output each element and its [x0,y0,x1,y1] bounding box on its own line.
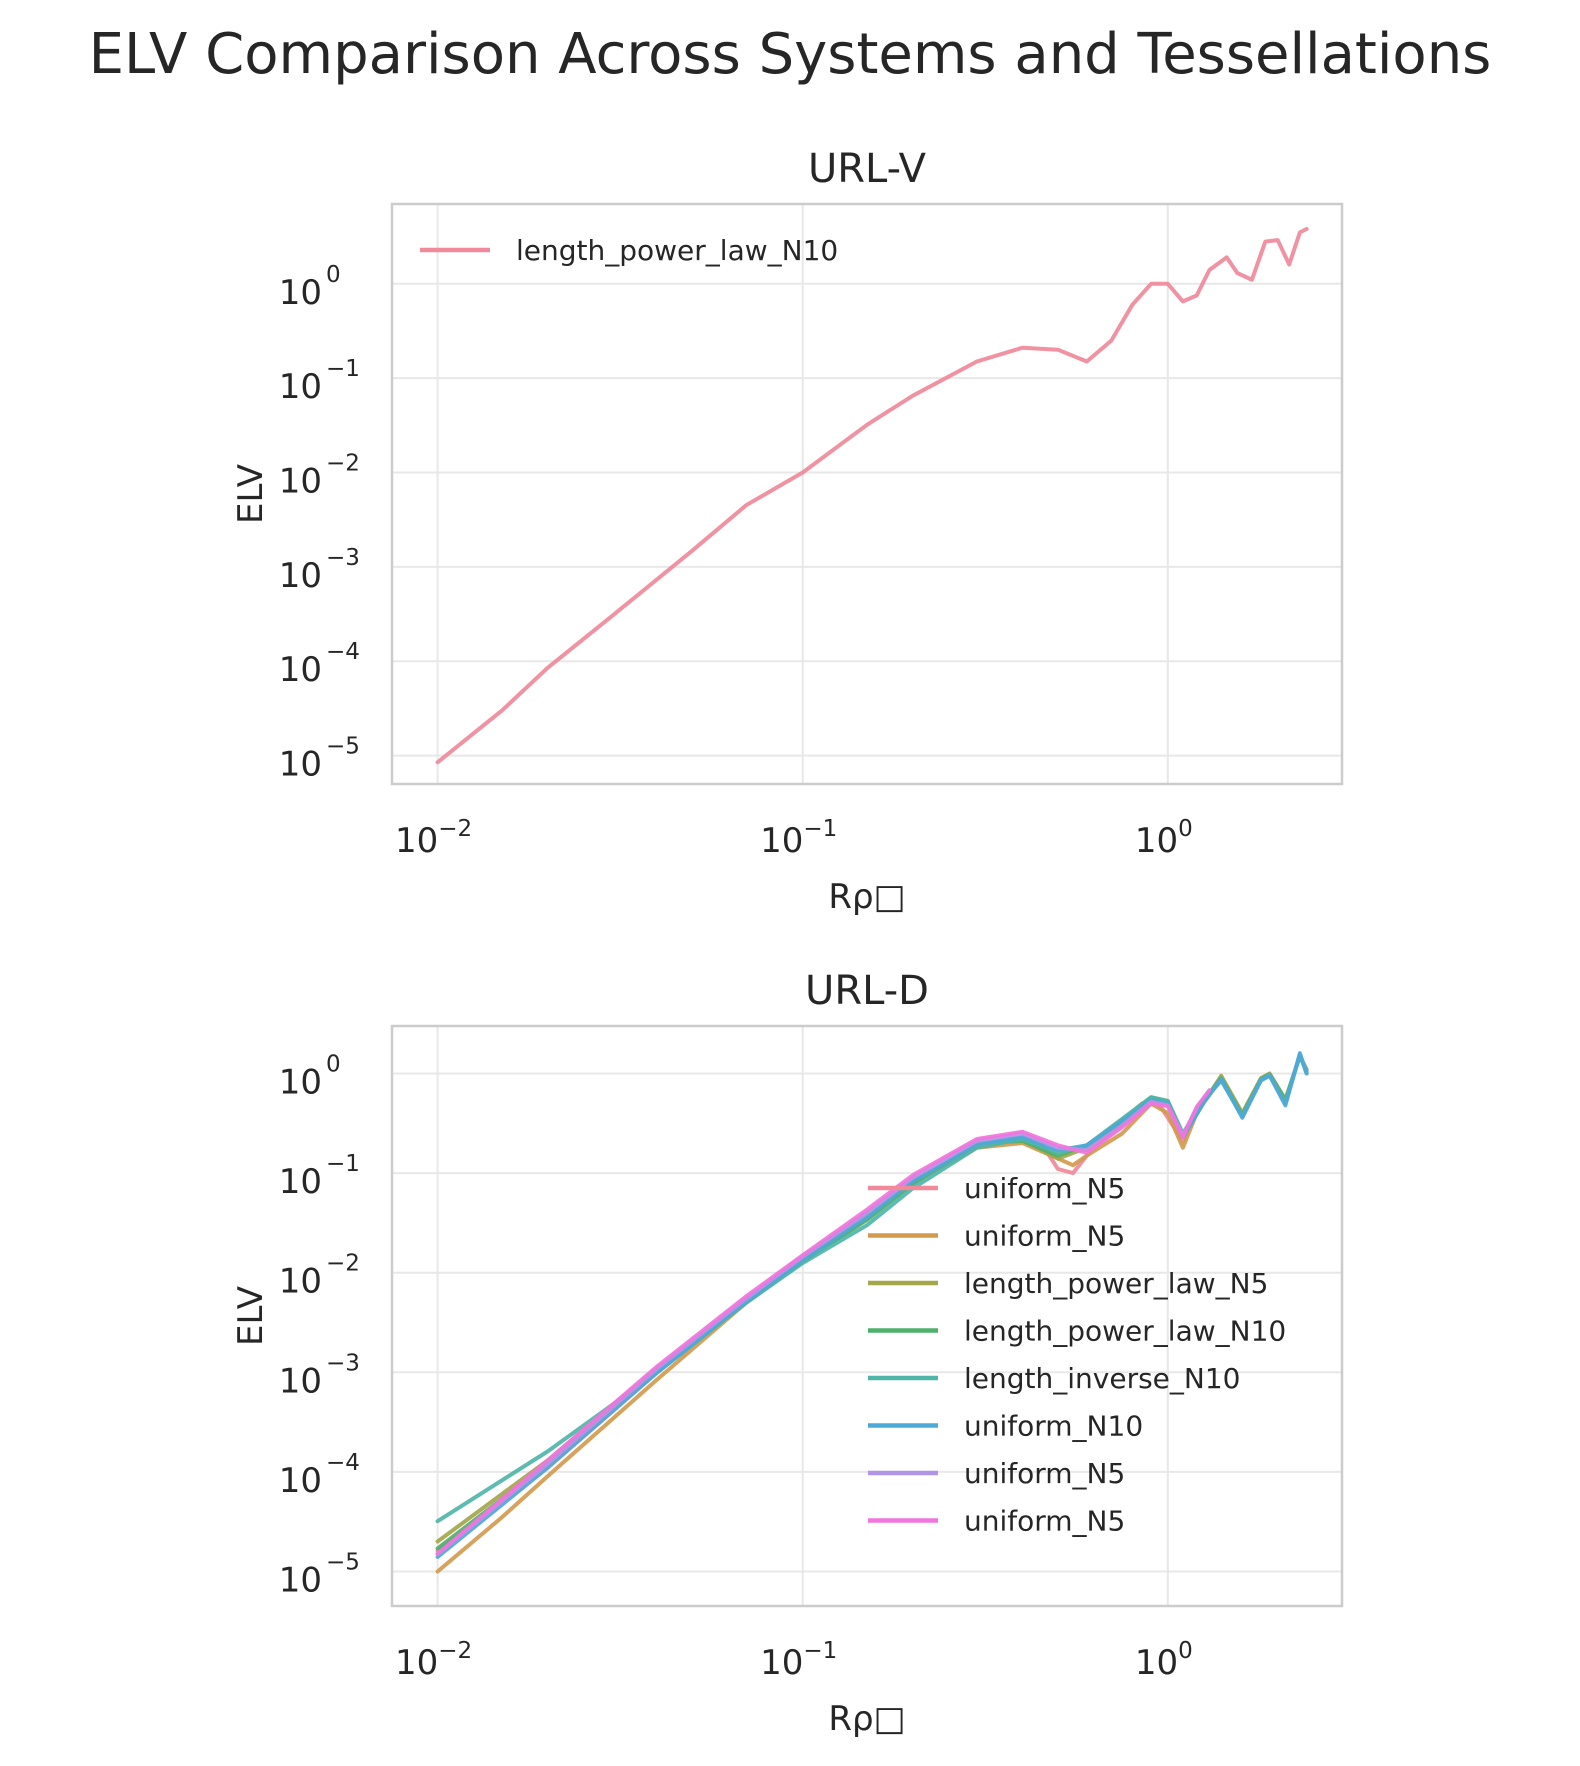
x-tick-label: 10−2 [395,1638,472,1683]
y-tick-exponent: −4 [326,639,360,665]
x-axis-label: Rρ□ [828,877,905,917]
figure-title: ELV Comparison Across Systems and Tessel… [88,22,1492,87]
x-tick-label: 10−2 [395,816,472,861]
series-group [435,227,1309,765]
y-tick-exponent: −3 [326,1350,360,1376]
y-tick-label: 10 [279,556,322,596]
y-tick-exponent: −3 [326,545,360,571]
series-line-1 [435,227,1309,765]
y-tick-exponent: −1 [326,356,360,382]
subplot-title: URL-V [808,146,927,192]
legend-entry: uniform_N10 [964,1410,1143,1443]
y-tick-exponent: −2 [326,1251,360,1277]
x-tick-label: 100 [1135,1638,1193,1683]
legend-entry: uniform_N5 [964,1172,1125,1205]
y-tick-label: 10 [279,1262,322,1302]
series-line-6 [435,1051,1309,1559]
axes-frame [390,1024,1344,1608]
legend-entry: uniform_N5 [964,1505,1125,1538]
legend-entry: uniform_N5 [964,1457,1125,1490]
y-tick-label: 10 [279,1560,322,1600]
y-tick-label: 10 [279,1361,322,1401]
y-tick-label: 10 [279,650,322,690]
legend-entry: length_power_law_N10 [516,234,838,267]
y-tick-label: 10 [279,367,322,407]
y-axis-label: ELV [231,464,271,524]
y-tick-exponent: 0 [326,1052,341,1078]
series-line-8 [435,1088,1212,1556]
legend-entry: length_power_law_N10 [964,1315,1286,1348]
y-tick-exponent: −4 [326,1450,360,1476]
subplot-title: URL-D [805,968,929,1014]
y-tick-label: 10 [279,1162,322,1202]
legend: uniform_N5 uniform_N5 length_power_law_N5l… [868,1172,1286,1538]
x-tick-label: 100 [1135,816,1193,861]
y-tick-exponent: −5 [326,734,360,760]
x-tick-label: 10−1 [760,816,837,861]
legend-entry: uniform_N5 [964,1220,1125,1253]
y-tick-exponent: −5 [326,1549,360,1575]
y-tick-label: 10 [279,745,322,785]
y-tick-exponent: 0 [326,262,341,288]
legend-entry: length_power_law_N5 [964,1267,1268,1300]
y-tick-label: 10 [279,1063,322,1103]
y-axis-label: ELV [231,1286,271,1346]
legend-entry: length_inverse_N10 [964,1362,1240,1395]
y-tick-label: 10 [279,1461,322,1501]
y-tick-exponent: −1 [326,1151,360,1177]
y-tick-exponent: −2 [326,450,360,476]
axes-frame [390,202,1344,786]
y-tick-label: 10 [279,273,322,313]
x-tick-label: 10−1 [760,1638,837,1683]
legend: length_power_law_N10 [420,234,838,267]
x-axis-label: Rρ□ [828,1699,905,1739]
series-group [435,1051,1309,1574]
y-tick-label: 10 [279,461,322,501]
